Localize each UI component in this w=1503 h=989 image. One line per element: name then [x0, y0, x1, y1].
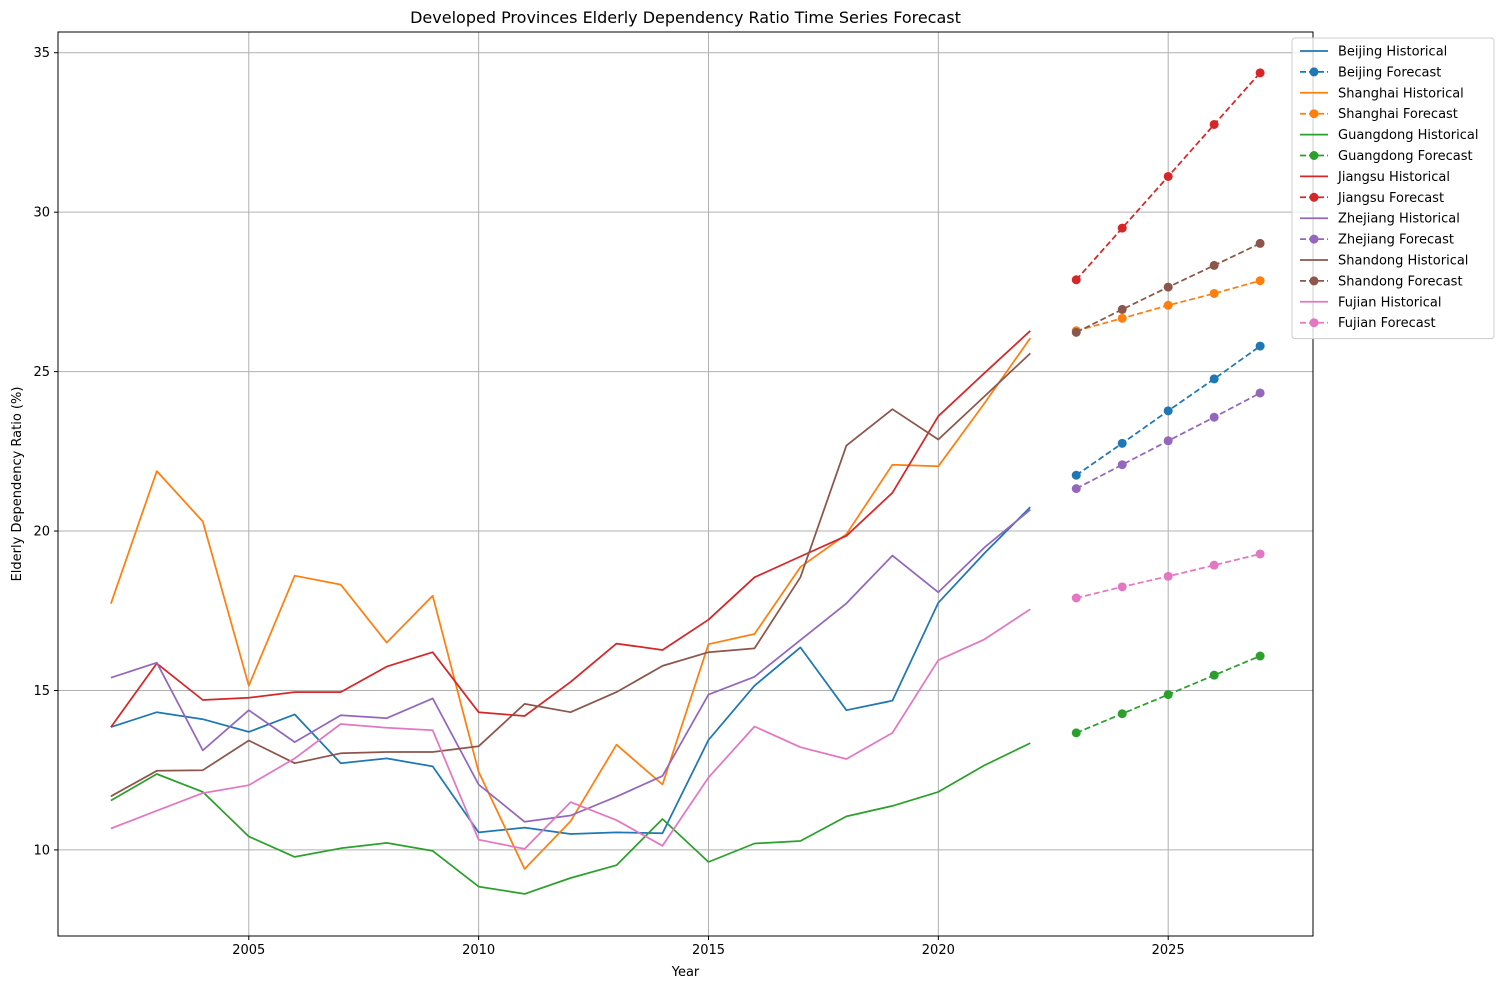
legend-label-zhejiang-historical: Zhejiang Historical	[1338, 212, 1460, 227]
jiangsu-forecast-point	[1255, 68, 1265, 78]
shandong-forecast-point	[1209, 260, 1219, 270]
beijing-historical-line	[110, 506, 1031, 835]
beijing-forecast-point	[1163, 406, 1173, 416]
guangdong-historical-line	[110, 742, 1031, 895]
legend-label-shandong-forecast: Shandong Forecast	[1338, 274, 1463, 289]
y-tick-label: 25	[33, 365, 50, 380]
shandong-forecast-point	[1071, 327, 1081, 337]
legend-marker-guangdong-forecast	[1309, 151, 1319, 160]
shandong-forecast-point	[1255, 238, 1265, 248]
shanghai-forecast-point	[1117, 313, 1127, 323]
guangdong-forecast-point	[1209, 670, 1219, 680]
legend-label-guangdong-historical: Guangdong Historical	[1338, 128, 1479, 143]
grid	[58, 32, 1313, 936]
legend-label-shanghai-forecast: Shanghai Forecast	[1338, 107, 1458, 122]
beijing-forecast-point	[1209, 374, 1219, 384]
legend-label-shanghai-historical: Shanghai Historical	[1338, 86, 1464, 101]
legend-label-shandong-historical: Shandong Historical	[1338, 254, 1468, 269]
legend-box	[1291, 37, 1495, 340]
jiangsu-forecast-point	[1163, 171, 1173, 181]
legend-label-zhejiang-forecast: Zhejiang Forecast	[1338, 233, 1454, 248]
zhejiang-forecast-point	[1071, 484, 1081, 494]
zhejiang-forecast-point	[1163, 436, 1173, 446]
shandong-forecast-point	[1117, 304, 1127, 314]
fujian-forecast-point	[1071, 593, 1081, 603]
zhejiang-forecast-point	[1209, 412, 1219, 422]
legend-marker-shandong-forecast	[1309, 276, 1319, 286]
legend-marker-shanghai-forecast	[1309, 109, 1319, 119]
y-tick-label: 20	[33, 525, 50, 540]
jiangsu-forecast-point	[1071, 275, 1081, 285]
jiangsu-forecast-point	[1209, 119, 1219, 129]
y-tick-label: 35	[33, 46, 50, 61]
y-tick-label: 15	[33, 684, 50, 699]
fujian-forecast-point	[1209, 560, 1219, 570]
y-tick-label: 10	[33, 843, 50, 858]
shanghai-forecast-point	[1255, 276, 1265, 286]
jiangsu-historical-line	[110, 330, 1031, 728]
legend: Beijing Historical Beijing Forecast Shangh…	[1291, 37, 1495, 340]
x-tick-label: 2020	[922, 943, 955, 958]
legend-label-jiangsu-historical: Jiangsu Historical	[1337, 170, 1450, 185]
legend-marker-fujian-forecast	[1309, 318, 1319, 328]
legend-marker-zhejiang-forecast	[1309, 234, 1319, 244]
legend-label-guangdong-forecast: Guangdong Forecast	[1338, 149, 1473, 164]
x-axis-title: Year	[671, 965, 700, 980]
legend-label-fujian-forecast: Fujian Forecast	[1338, 316, 1436, 331]
jiangsu-forecast-point	[1117, 223, 1127, 233]
plot-frame	[57, 31, 1314, 937]
legend-label-beijing-forecast: Beijing Forecast	[1338, 65, 1441, 80]
guangdong-forecast-point	[1163, 690, 1173, 700]
x-tick-label: 2005	[232, 943, 265, 958]
shanghai-historical-line	[110, 337, 1032, 870]
fujian-forecast-point	[1163, 571, 1173, 581]
legend-label-jiangsu-forecast: Jiangsu Forecast	[1337, 191, 1444, 206]
x-tick-label: 2010	[462, 943, 495, 958]
zhejiang-forecast-point	[1255, 388, 1265, 398]
legend-marker-jiangsu-forecast	[1309, 192, 1319, 202]
fujian-historical-line	[110, 608, 1031, 850]
guangdong-forecast-point	[1071, 728, 1081, 738]
shandong-historical-line	[110, 352, 1031, 798]
x-tick-label: 2015	[692, 943, 725, 958]
legend-label-beijing-historical: Beijing Historical	[1338, 45, 1447, 60]
beijing-forecast-point	[1255, 341, 1265, 351]
series-layer	[110, 68, 1265, 895]
beijing-forecast-point	[1071, 470, 1081, 480]
shanghai-forecast-point	[1163, 300, 1173, 310]
shandong-forecast-point	[1163, 282, 1173, 292]
y-tick-label: 30	[33, 206, 50, 221]
x-tick-label: 2025	[1152, 943, 1185, 958]
legend-marker-beijing-forecast	[1309, 67, 1319, 77]
shanghai-forecast-point	[1209, 288, 1219, 298]
guangdong-forecast-point	[1117, 709, 1127, 719]
y-axis-title: Elderly Dependency Ratio (%)	[10, 387, 25, 582]
guangdong-forecast-point	[1255, 651, 1265, 661]
fujian-forecast-point	[1255, 549, 1265, 559]
legend-label-fujian-historical: Fujian Historical	[1338, 295, 1441, 310]
fujian-forecast-point	[1117, 582, 1127, 592]
beijing-forecast-point	[1117, 438, 1127, 448]
zhejiang-forecast-point	[1117, 460, 1127, 470]
chart-title: Developed Provinces Elderly Dependency R…	[410, 8, 961, 27]
zhejiang-historical-line	[110, 509, 1031, 823]
